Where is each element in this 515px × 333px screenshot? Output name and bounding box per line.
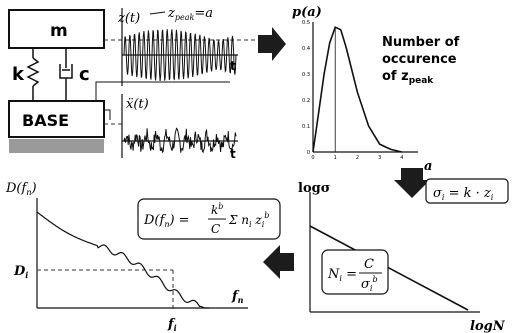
mass-block bbox=[8, 9, 105, 49]
damper-label: c bbox=[79, 64, 90, 85]
damage-x-label: fn bbox=[231, 289, 244, 305]
pdf-y-tick: 0.3 bbox=[302, 72, 310, 78]
pdf-x-tick: 3 bbox=[378, 155, 381, 161]
arrow-right-icon bbox=[258, 27, 286, 61]
damage-formula-lhs: D(fn) = bbox=[143, 213, 190, 229]
cycles-formula-num: C bbox=[364, 257, 374, 272]
pdf-y-tick: 0.1 bbox=[302, 124, 310, 130]
pdf-y-tick: 0 bbox=[307, 150, 310, 156]
base-label: BASE bbox=[22, 111, 69, 130]
pdf-annotation-line1: Number of bbox=[382, 35, 460, 50]
mass-label: m bbox=[50, 21, 68, 41]
response-y-label: z(t) bbox=[117, 11, 140, 26]
arrow-down-icon bbox=[394, 168, 430, 198]
damage-curve bbox=[36, 211, 209, 309]
ground-hatch bbox=[9, 139, 104, 153]
sn-y-label: logσ bbox=[298, 181, 330, 196]
pdf-y-label: p(a) bbox=[292, 5, 322, 20]
response-plot: z(t) zpeak=a t bbox=[117, 6, 238, 86]
pdf-annotation-line3: of zpeak bbox=[382, 69, 434, 86]
di-label: Di bbox=[13, 264, 28, 280]
pdf-annotation-line2: occurence bbox=[382, 52, 457, 67]
peak-label: zpeak=a bbox=[167, 6, 213, 22]
damage-plot: D(fn) Di fi fn D(fn) = kb C Σ ni zib bbox=[5, 181, 281, 333]
damage-formula-rhs: Σ ni zib bbox=[228, 211, 269, 229]
response-waveform bbox=[123, 29, 237, 81]
input-waveform bbox=[123, 127, 237, 154]
sdof-system: m k c BASE bbox=[8, 9, 105, 153]
stress-formula-box bbox=[425, 178, 509, 204]
sn-curve bbox=[309, 225, 469, 311]
pdf-x-tick: 1 bbox=[334, 155, 337, 161]
pdf-x-tick: 4 bbox=[400, 155, 403, 161]
pdf-x-tick: 2 bbox=[356, 155, 359, 161]
pdf-y-tick: 0.4 bbox=[302, 46, 310, 52]
spring-label: k bbox=[12, 64, 25, 85]
damage-y-label: D(fn) bbox=[5, 181, 37, 197]
input-t-label: t bbox=[230, 147, 236, 161]
sn-plot: logσ logN σi = k · zi Ni = C σib bbox=[298, 178, 509, 333]
flow-arrows bbox=[258, 27, 430, 279]
stress-formula: σi = k · zi bbox=[433, 186, 494, 202]
base-block bbox=[8, 100, 105, 138]
input-plot: ẍ(t) t bbox=[121, 94, 238, 161]
cycles-formula-box bbox=[321, 249, 389, 295]
pdf-curve bbox=[312, 26, 403, 153]
input-y-label: ẍ(t) bbox=[126, 97, 149, 112]
sn-x-label: logN bbox=[470, 319, 506, 333]
cycles-formula-lhs: Ni = bbox=[327, 267, 357, 283]
fi-label: fi bbox=[167, 317, 177, 333]
pdf-plot: 0.5 0.4 0.3 0.2 0.1 00 1 2 3 4 p(a) a Number of o… bbox=[292, 5, 460, 174]
spring-icon bbox=[26, 57, 40, 87]
damage-formula-den: C bbox=[211, 222, 220, 236]
pdf-x-label: a bbox=[424, 159, 432, 174]
arrow-left-icon bbox=[263, 245, 294, 279]
pdf-y-tick: 0.2 bbox=[302, 98, 310, 104]
response-t-label: t bbox=[230, 59, 236, 73]
pdf-x-tick: 0 bbox=[311, 155, 314, 161]
pdf-y-tick: 0.5 bbox=[302, 20, 310, 26]
